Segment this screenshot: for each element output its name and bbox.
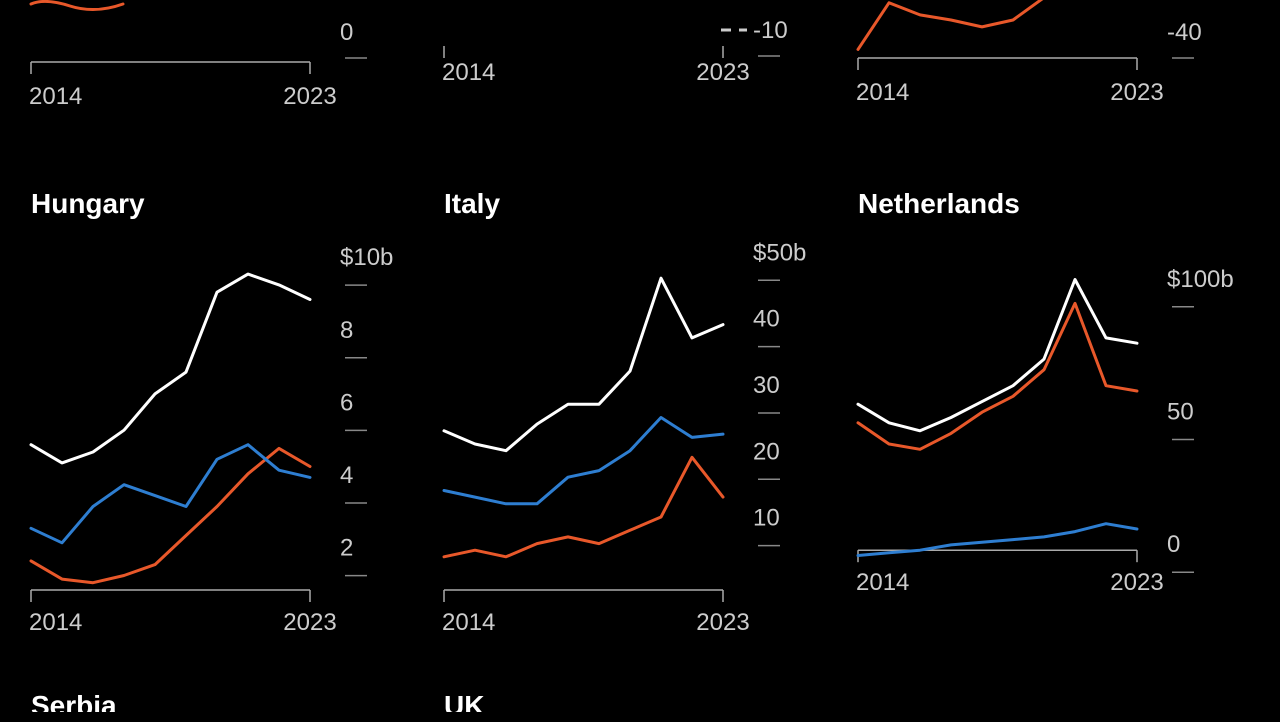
- x-tick-label: 2014: [856, 79, 909, 106]
- x-tick-label: 2014: [856, 569, 909, 596]
- y-tick-label: 10: [753, 505, 780, 532]
- x-tick-label: 2023: [696, 59, 749, 86]
- x-tick-label: 2023: [283, 83, 336, 110]
- y-tick-label: -40: [1167, 19, 1202, 46]
- panel-title: Italy: [444, 188, 500, 220]
- orange-series-line: [858, 0, 1137, 49]
- white-series-line: [444, 278, 723, 451]
- chart-panel: Netherlands $100b 50 0 2014 2023: [852, 160, 1262, 680]
- panel-title: Hungary: [31, 188, 145, 220]
- y-tick-label: $100b: [1167, 266, 1234, 293]
- panel-title: Netherlands: [858, 188, 1020, 220]
- y-tick-label: -10: [753, 17, 788, 44]
- orange-series-line: [31, 1, 123, 9]
- top-fragment: -40 2014 2023: [852, 0, 1262, 155]
- orange-series-line: [31, 448, 310, 582]
- y-tick-label: 20: [753, 438, 780, 465]
- x-tick-label: 2014: [29, 609, 82, 636]
- orange-series-line: [858, 303, 1137, 449]
- x-tick-label: 2014: [442, 609, 495, 636]
- white-series-line: [31, 274, 310, 463]
- blue-series-line: [444, 418, 723, 504]
- panel-title: UK: [444, 690, 484, 722]
- top-fragment: -10 2014 2023: [438, 0, 848, 155]
- y-tick-label: $50b: [753, 239, 806, 266]
- x-tick-label: 2014: [442, 59, 495, 86]
- x-tick-label: 2023: [1110, 569, 1163, 596]
- y-tick-label: 30: [753, 372, 780, 399]
- y-tick-label: 0: [1167, 531, 1180, 558]
- x-tick-label: 2023: [1110, 79, 1163, 106]
- x-tick-label: 2023: [283, 609, 336, 636]
- chart-panel: Italy $50b 40 30 20 10 2014 2023: [438, 160, 848, 680]
- y-tick-label: 50: [1167, 399, 1194, 426]
- y-tick-label: $10b: [340, 244, 393, 271]
- top-fragment: 0 2014 2023: [25, 0, 435, 155]
- y-tick-label: 6: [340, 389, 353, 416]
- y-tick-label: 0: [340, 19, 353, 46]
- y-tick-label: 2: [340, 535, 353, 562]
- y-tick-label: 4: [340, 462, 353, 489]
- x-tick-label: 2023: [696, 609, 749, 636]
- orange-series-line: [444, 457, 723, 557]
- x-tick-label: 2014: [29, 83, 82, 110]
- y-tick-label: 8: [340, 317, 353, 344]
- chart-panel: Hungary $10b 8 6 4 2 2014 2023: [25, 160, 435, 680]
- panel-title: Serbia: [31, 690, 117, 722]
- y-tick-label: 40: [753, 306, 780, 333]
